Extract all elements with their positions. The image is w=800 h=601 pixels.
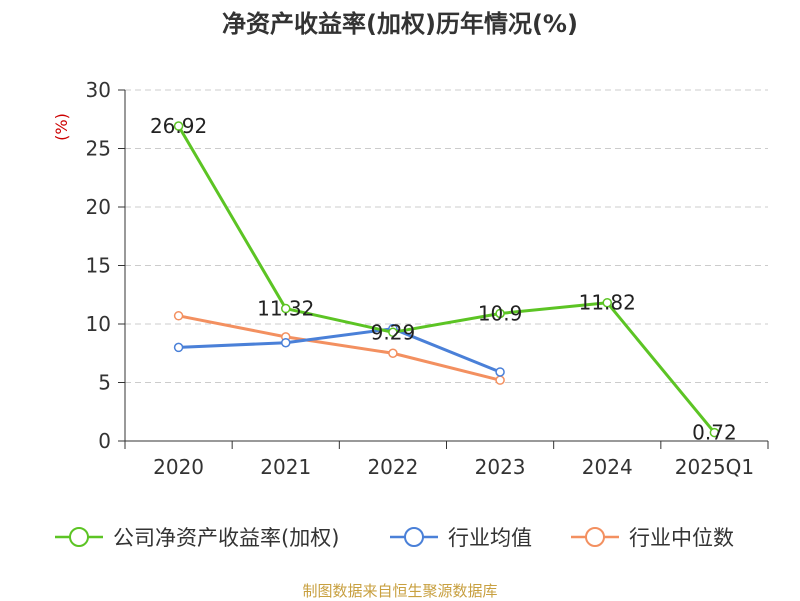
series-line-1 [178,327,501,374]
y-axis-unit-label: (%) [52,113,71,141]
x-tick-label-2021: 2021 [260,455,311,479]
data-point-0-5 [709,427,720,438]
y-tick-label-20: 20 [86,195,111,219]
chart-title: 净资产收益率(加权)历年情况(%) [222,10,578,38]
data-label-5: 0.72 [692,421,737,445]
data-label-3: 10.9 [478,301,523,325]
axes: 0 5 10 15 20 25 30 (%) 2020 2021 2022 2023 2024 2025Q… [52,78,769,479]
series [173,121,720,438]
y-tick-label-0: 0 [98,429,111,453]
legend-marker-1 [404,527,424,547]
y-tick-label-15: 15 [86,254,111,278]
data-label-1: 11.32 [257,297,314,321]
legend-marker-2 [585,527,605,547]
data-point-0-0 [173,121,184,131]
data-label-2: 9.29 [371,320,416,344]
x-tick-label-2024: 2024 [582,455,633,479]
data-label-0: 26.92 [150,114,207,138]
data-point-2-0 [173,311,184,321]
grid-lines [125,89,768,383]
legend: 公司净资产收益率(加权) 行业均值 行业中位数 [55,526,734,550]
x-tick-label-2023: 2023 [475,455,526,479]
legend-label-2: 行业中位数 [629,526,734,550]
x-tick-label-2020: 2020 [153,455,204,479]
x-tick-label-2025Q1: 2025Q1 [675,455,754,479]
data-point-0-1 [281,303,291,314]
legend-label-0: 公司净资产收益率(加权) [113,526,339,550]
y-tick-label-10: 10 [86,312,111,336]
legend-label-1: 行业均值 [448,526,532,550]
legend-marker-0 [69,527,89,547]
data-point-2-3 [495,375,505,385]
series-line-2 [178,314,501,382]
y-tick-label-30: 30 [86,78,111,102]
data-labels: 26.92 11.32 9.29 10.9 11.82 0.72 [150,114,737,445]
data-point-0-2 [388,327,398,338]
x-tick-label-2022: 2022 [367,455,418,479]
data-point-1-1 [281,337,291,348]
data-point-2-2 [388,348,398,358]
y-tick-label-5: 5 [98,371,111,395]
data-point-1-3 [495,367,505,377]
y-tick-label-25: 25 [86,137,111,161]
source-note: 制图数据来自恒生聚源数据库 [302,582,498,600]
data-point-0-4 [602,297,612,308]
data-label-4: 11.82 [579,291,636,315]
series-line-0 [177,125,716,434]
data-point-1-0 [173,342,184,353]
data-point-0-3 [495,308,505,319]
